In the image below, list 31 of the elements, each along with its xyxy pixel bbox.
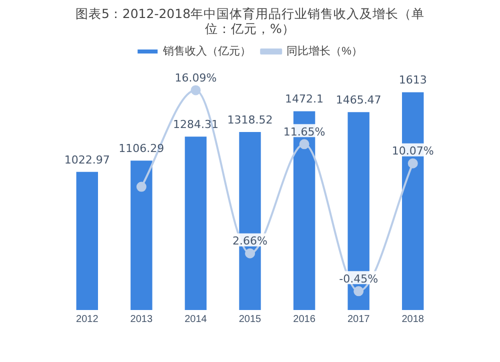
data-label: 2.66% xyxy=(232,234,268,248)
data-label: 16.09% xyxy=(174,72,217,85)
bar xyxy=(130,160,152,310)
x-tick-label: 2012 xyxy=(76,314,99,325)
point xyxy=(245,248,255,258)
x-tick-label: 2018 xyxy=(402,314,424,325)
point xyxy=(354,286,364,296)
data-label: -0.45% xyxy=(339,272,378,286)
point xyxy=(299,139,310,150)
x-tick-label: 2017 xyxy=(347,314,370,325)
data-label: 10.07% xyxy=(392,144,434,158)
data-label: 1318.52 xyxy=(227,113,273,126)
x-tick-label: 2015 xyxy=(238,314,262,325)
data-label: 1472.1 xyxy=(285,92,324,106)
bar xyxy=(76,172,98,310)
legend-label: 同比增长（%） xyxy=(286,44,362,58)
data-label: 1106.29 xyxy=(118,142,164,156)
data-label: 11.65% xyxy=(283,126,326,139)
point xyxy=(136,182,146,192)
bar xyxy=(184,136,207,310)
data-label: 1284.31 xyxy=(172,118,218,131)
data-label: 1613 xyxy=(398,74,427,87)
point xyxy=(190,85,201,96)
x-tick-label: 2013 xyxy=(130,314,153,325)
x-tick-label: 2014 xyxy=(184,314,208,325)
legend-label: 销售收入（亿元） xyxy=(162,44,252,58)
point xyxy=(408,158,418,168)
x-tick-label: 2016 xyxy=(293,314,316,325)
chart-title: 图表5：2012-2018年中国体育用品行业销售收入及增长（单位：亿元，%） xyxy=(74,5,426,36)
data-label: 1022.97 xyxy=(64,153,110,166)
data-label: 1465.47 xyxy=(336,94,382,107)
